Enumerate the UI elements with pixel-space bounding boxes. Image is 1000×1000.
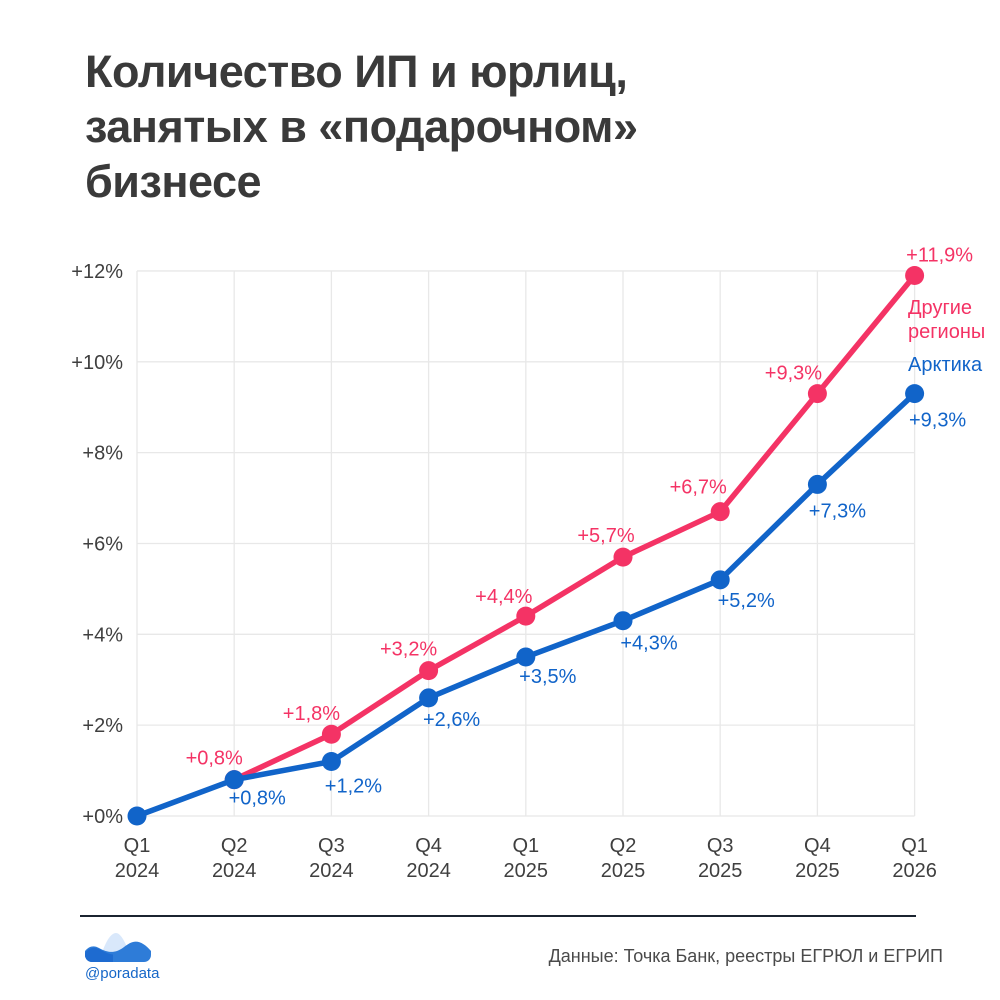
data-point (710, 502, 730, 522)
series-line (231, 272, 918, 783)
data-point (224, 770, 244, 790)
data-point-label: +5,2% (718, 590, 775, 612)
series-name-label: Арктика (908, 354, 983, 376)
x-tick-label: Q4 (804, 835, 831, 857)
logo-left-crest (85, 947, 113, 962)
data-point (516, 647, 536, 667)
data-source-caption: Данные: Точка Банк, реестры ЕГРЮЛ и ЕГРИ… (548, 946, 943, 966)
data-point-label: +9,3% (909, 410, 966, 432)
data-point (710, 570, 730, 590)
data-point-label: +7,3% (809, 500, 866, 522)
data-point-label: +4,3% (620, 633, 677, 655)
x-tick-label: Q3 (707, 835, 734, 857)
data-point (419, 661, 439, 681)
y-tick-label: +10% (71, 352, 123, 374)
data-point (419, 688, 439, 708)
x-tick-label: 2025 (504, 860, 549, 882)
data-point (807, 384, 827, 404)
x-tick-label: Q3 (318, 835, 345, 857)
data-point-label: +9,3% (765, 363, 822, 385)
y-tick-label: +6% (82, 533, 123, 555)
social-handle[interactable]: @poradata (85, 965, 160, 982)
poradata-waves-logo (85, 933, 151, 962)
data-point (321, 724, 341, 744)
series-name-label: Другие (908, 297, 972, 319)
title-line-3: бизнесе (85, 156, 262, 207)
x-tick-label: Q4 (415, 835, 442, 857)
x-tick-label: 2024 (406, 860, 451, 882)
title-line-2: занятых в «подарочном» (85, 101, 638, 152)
footer-divider (80, 915, 916, 917)
data-point-label: +11,9% (906, 245, 973, 267)
data-point-label: +4,4% (475, 586, 532, 608)
series-name-label: регионы (908, 321, 985, 343)
data-point (807, 474, 827, 494)
x-tick-label: 2024 (309, 860, 354, 882)
logo-block[interactable]: @poradata (85, 929, 205, 982)
data-point-label: +0,8% (229, 788, 286, 810)
y-tick-label: +4% (82, 624, 123, 646)
y-tick-label: +8% (82, 443, 123, 465)
data-point (321, 751, 341, 771)
data-point-label: +1,8% (283, 703, 340, 725)
page-title: Количество ИП и юрлиц, занятых в «подаро… (85, 44, 925, 209)
data-point-label: +0,8% (186, 748, 243, 770)
x-tick-label: 2025 (601, 860, 646, 882)
data-point-label: +5,7% (577, 525, 634, 547)
title-line-1: Количество ИП и юрлиц, (85, 46, 628, 97)
x-tick-label: 2024 (212, 860, 257, 882)
data-point (905, 266, 925, 286)
x-tick-label: 2026 (892, 860, 937, 882)
x-tick-label: 2024 (115, 860, 160, 882)
data-point-label: +2,6% (423, 709, 480, 731)
data-point-label: +1,2% (325, 775, 382, 797)
data-point (127, 806, 147, 826)
data-point-label: +3,2% (380, 639, 437, 661)
data-point (613, 547, 633, 567)
data-point (516, 606, 536, 626)
data-point (613, 611, 633, 631)
y-tick-label: +0% (82, 806, 123, 828)
x-tick-label: Q1 (901, 835, 928, 857)
x-tick-label: Q2 (221, 835, 248, 857)
y-tick-label: +12% (71, 261, 123, 283)
data-point-label: +3,5% (519, 666, 576, 688)
data-point (905, 384, 925, 404)
y-tick-label: +2% (82, 715, 123, 737)
data-point-label: +6,7% (670, 477, 727, 499)
x-tick-label: Q1 (124, 835, 151, 857)
x-tick-label: Q1 (512, 835, 539, 857)
x-tick-label: 2025 (698, 860, 743, 882)
x-tick-label: 2025 (795, 860, 840, 882)
x-tick-label: Q2 (610, 835, 637, 857)
